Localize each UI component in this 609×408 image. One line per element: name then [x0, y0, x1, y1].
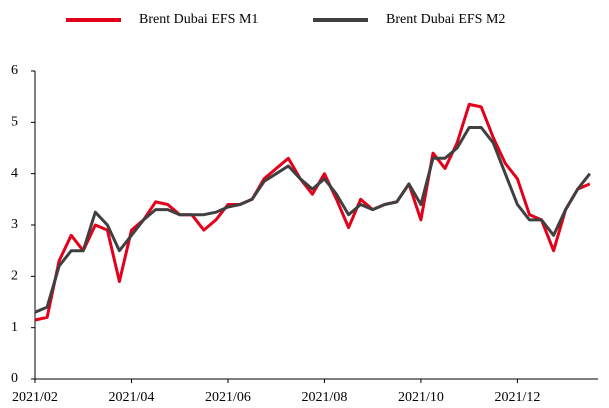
x-tick-label: 2021/12	[494, 390, 540, 405]
x-tick-label: 2021/02	[12, 390, 58, 405]
y-tick-label: 1	[11, 320, 18, 335]
y-tick-label: 5	[11, 115, 18, 130]
legend-label: Brent Dubai EFS M2	[386, 12, 505, 27]
series-line	[34, 126, 591, 314]
y-tick-label: 4	[11, 166, 18, 181]
y-tick-label: 2	[11, 269, 18, 284]
legend-label: Brent Dubai EFS M1	[139, 12, 258, 27]
y-tick-label: 3	[11, 217, 18, 232]
y-tick-label: 6	[11, 63, 18, 78]
x-tick-label: 2021/06	[205, 390, 251, 405]
x-tick-label: 2021/04	[109, 390, 155, 405]
x-tick-label: 2021/10	[398, 390, 444, 405]
y-tick-label: 0	[11, 371, 18, 386]
series-line	[34, 102, 591, 322]
x-tick-label: 2021/08	[301, 390, 347, 405]
